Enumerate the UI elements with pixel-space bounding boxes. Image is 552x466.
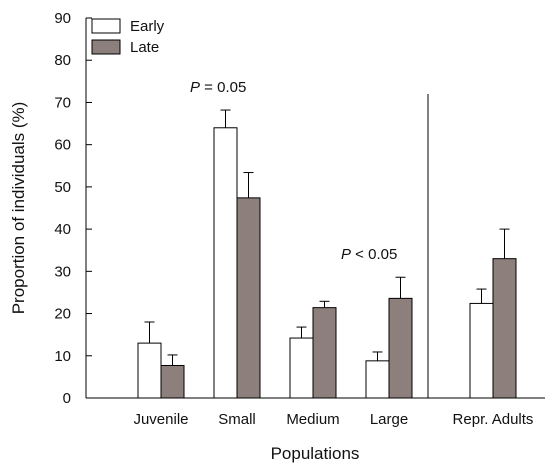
x-tick-label: Repr. Adults (453, 411, 534, 428)
y-tick-label: 30 (54, 263, 71, 280)
y-tick-label: 0 (63, 390, 71, 407)
x-tick-label: Large (370, 411, 408, 428)
y-axis-title: Proportion of individuals (%) (9, 102, 28, 315)
bar-late (160, 364, 185, 399)
annotation-large: P < 0.05 (341, 246, 397, 263)
legend: Early Late (91, 18, 165, 56)
bar-early (469, 302, 494, 399)
y-tick-label: 10 (54, 348, 71, 365)
bars (137, 109, 517, 399)
y-tick-label: 90 (54, 10, 71, 27)
x-tick-labels: Juvenile Small Medium Large Repr. Adults (133, 411, 533, 428)
legend-label-early: Early (130, 18, 165, 35)
legend-swatch-late (91, 39, 121, 55)
legend-label-late: Late (130, 39, 159, 56)
y-tick-label: 80 (54, 52, 71, 69)
y-tick-label: 40 (54, 221, 71, 238)
x-tick-label: Small (218, 411, 256, 428)
x-tick-label: Medium (286, 411, 339, 428)
y-tick-label: 20 (54, 306, 71, 323)
legend-swatch-early (91, 18, 121, 34)
bar-early (213, 127, 238, 399)
bar-early (365, 360, 390, 399)
bar-late (312, 307, 337, 399)
y-tick-label: 60 (54, 137, 71, 154)
x-axis-title: Populations (271, 444, 360, 463)
bar-early (137, 342, 162, 399)
bar-late (388, 297, 413, 399)
bar-early (289, 337, 314, 399)
x-tick-label: Juvenile (133, 411, 188, 428)
annotation-small: P = 0.05 (190, 79, 246, 96)
bar-late (236, 197, 261, 399)
y-tick-label: 70 (54, 94, 71, 111)
y-ticks: 0 10 20 30 40 50 60 70 80 90 (54, 10, 92, 407)
bar-late (492, 258, 517, 399)
y-tick-label: 50 (54, 179, 71, 196)
